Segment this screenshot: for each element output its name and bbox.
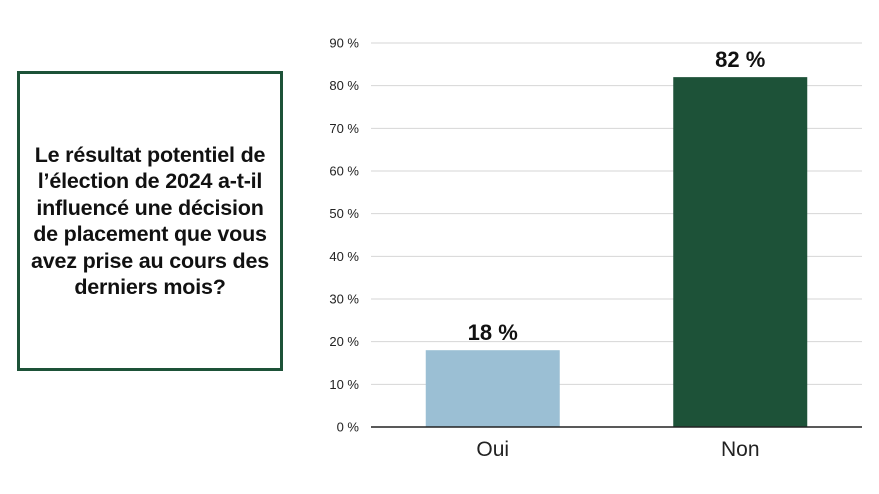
x-category-label: Oui <box>476 438 509 461</box>
y-tick-label: 50 % <box>329 206 359 221</box>
y-tick-label: 80 % <box>329 78 359 93</box>
y-tick-label: 20 % <box>329 334 359 349</box>
y-tick-label: 10 % <box>329 377 359 392</box>
data-label: 82 % <box>715 47 765 72</box>
data-label: 18 % <box>468 320 518 345</box>
y-tick-label: 60 % <box>329 164 359 179</box>
y-tick-label: 0 % <box>337 420 360 435</box>
x-category-label: Non <box>721 438 760 461</box>
y-tick-label: 40 % <box>329 249 359 264</box>
bar-oui <box>425 350 560 427</box>
bar-non <box>673 77 808 427</box>
y-tick-label: 70 % <box>329 121 359 136</box>
question-text: Le résultat potentiel de l’élection de 2… <box>31 142 269 300</box>
question-box: Le résultat potentiel de l’élection de 2… <box>17 71 283 371</box>
y-tick-label: 30 % <box>329 292 359 307</box>
y-tick-label: 90 % <box>329 36 359 51</box>
